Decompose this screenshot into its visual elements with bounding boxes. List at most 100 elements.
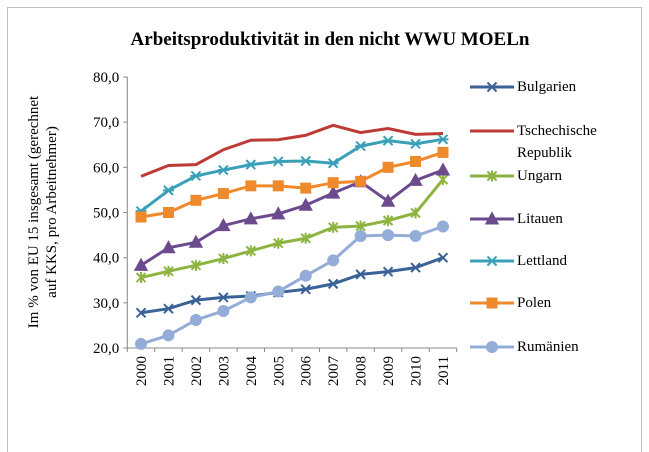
marker [380,193,396,207]
x-tick-label: 2011 [436,356,452,385]
marker [188,234,204,248]
marker [410,262,421,273]
marker [273,237,284,249]
marker [327,158,339,169]
series-line [140,123,444,178]
x-tick-label: 2010 [409,356,425,386]
marker [245,159,257,170]
marker [133,257,149,271]
chart-title: Arbeitsproduktivität in den nicht WWU MO… [131,29,530,50]
marker [486,297,498,309]
marker [189,313,202,326]
marker [435,162,451,176]
legend-label: Tschechische Republik [517,123,597,161]
x-tick-label: 2002 [189,356,205,386]
marker [486,255,498,267]
marker [161,240,176,254]
marker [217,304,230,317]
x-tick-label: 2005 [271,356,287,386]
marker [354,229,367,242]
marker [355,175,367,187]
chart-border [7,7,642,452]
marker [271,206,286,220]
marker [162,185,174,196]
x-tick-label: 2006 [299,356,315,387]
legend-label: Litauen [517,211,563,227]
marker [327,278,339,290]
marker [135,337,148,350]
legend-label: Rumänien [517,339,579,355]
marker [300,182,312,194]
y-tick-label: 20,0 [93,341,119,357]
marker [408,172,423,186]
marker [382,229,395,242]
x-tick-label: 2000 [134,356,150,386]
y-tick-label: 30,0 [93,296,119,312]
marker [218,253,229,265]
marker [300,155,312,167]
marker [410,207,421,219]
marker [300,284,311,295]
series-line [140,137,444,213]
marker [135,272,147,284]
series [135,174,449,284]
x-tick-label: 2001 [161,356,177,386]
marker [190,259,202,271]
marker [484,211,500,225]
x-tick-label: 2003 [216,356,232,386]
x-tick-label: 2007 [326,356,342,387]
marker [355,220,366,232]
series [135,146,449,223]
marker [299,269,312,282]
marker [162,207,174,218]
marker [300,232,311,244]
series [140,123,444,178]
marker [437,146,449,158]
marker [190,294,202,306]
marker [135,211,147,223]
marker [272,156,284,167]
y-tick-label: 40,0 [93,251,119,267]
marker [409,229,422,242]
legend-label: Ungarn [517,168,562,184]
marker [327,177,339,189]
marker [410,138,422,150]
series [135,220,449,350]
marker [327,221,339,233]
legend-label: Lettland [517,253,567,269]
marker [217,164,229,176]
marker [190,170,202,182]
marker [190,194,202,206]
marker [382,161,394,173]
marker [437,134,449,145]
marker [355,269,366,280]
marker [486,341,498,353]
marker [437,174,449,186]
marker [163,265,174,277]
marker [436,220,449,233]
marker [163,303,174,314]
y-tick-label: 60,0 [93,160,119,176]
y-tick-label: 80,0 [93,70,119,86]
marker [244,291,257,304]
marker [325,185,341,199]
marker [382,215,394,227]
series [135,134,449,217]
marker [243,211,259,225]
marker [382,266,394,277]
legend-label: Polen [517,295,552,311]
marker [382,135,394,146]
marker [486,170,498,182]
marker [217,188,229,200]
marker [216,218,231,232]
x-tick-label: 2008 [354,356,370,386]
marker [355,140,367,152]
y-tick-label: 70,0 [93,115,119,131]
marker [327,254,340,267]
marker [245,180,257,192]
series-line [140,178,445,280]
marker [298,197,313,211]
x-tick-label: 2004 [244,356,260,387]
y-tick-label: 50,0 [93,206,119,222]
